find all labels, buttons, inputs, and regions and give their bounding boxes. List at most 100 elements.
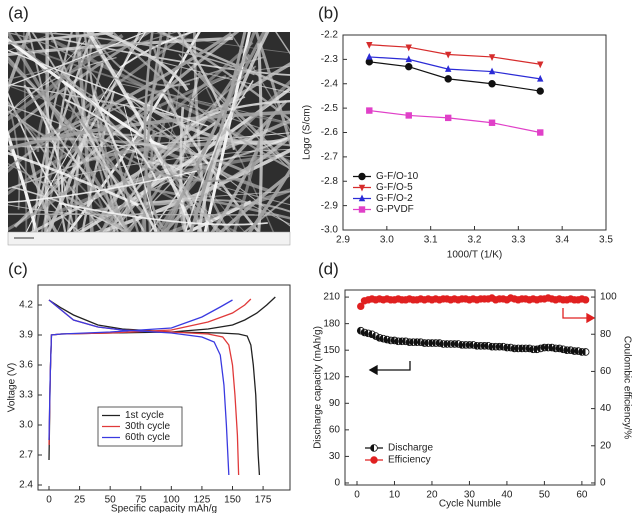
marker [537,61,544,69]
legend-label: 1st cycle [125,410,164,421]
arrow-discharge [368,361,411,376]
fiber [193,32,210,232]
y-axis-label: Logσ (S/cm) [302,105,313,160]
marker [366,52,373,60]
series-line [369,61,541,92]
fiber [8,38,167,149]
fiber [31,175,129,232]
plot-frame [37,284,291,491]
y-tick-label: -2.4 [321,78,339,89]
series-line [48,299,233,476]
legend-label: Discharge [388,443,433,454]
fiber [143,32,164,229]
x-tick-label: 100 [163,495,180,506]
marker [488,119,496,126]
fiber [145,32,290,54]
fiber [8,56,265,169]
y-tick-label: -2.8 [321,176,339,187]
series-line [48,298,252,476]
fiber [8,32,178,81]
marker [488,80,496,88]
fiber [130,99,290,227]
x-tick-label: 3.2 [468,235,482,246]
y-tick-label: -2.3 [321,54,339,65]
y-tick-label: -2.5 [321,103,339,114]
fiber [25,123,128,232]
fiber [79,120,146,232]
legend-label: G-F/O-2 [376,193,413,204]
fiber [14,32,165,232]
y-tick-label: -2.6 [321,127,339,138]
y2-axis-label: Coulombic efficiency/% [621,336,632,439]
fiber [152,47,231,232]
fiber [58,202,268,226]
y-tick-label: 210 [323,292,340,303]
legend-marker [358,172,366,181]
fiber [8,33,124,122]
fiber [184,106,234,232]
y-tick-label: 4.2 [19,300,33,311]
x-axis-label: Specific capacity mAh/g [111,504,217,513]
panel-label: (b) [318,3,339,22]
fiber [8,170,198,204]
fiber [8,100,105,232]
y-tick-label: -2.7 [321,152,339,163]
fiber [8,203,196,216]
fiber [176,32,236,151]
y2-tick-label: 100 [600,292,617,303]
y2-tick-label: 0 [600,478,606,489]
legend-label: Efficiency [388,455,431,466]
fiber [8,41,290,125]
fiber [232,138,262,232]
fiber [8,57,117,116]
y-tick-label: 90 [329,398,341,409]
fiber [197,71,290,168]
y2-tick-label: 60 [600,366,612,377]
y2-tick-label: 80 [600,329,612,340]
fiber [8,32,131,232]
marker [405,112,412,119]
fiber [26,126,239,232]
fiber [197,32,270,232]
fiber [123,104,158,232]
y2-tick-label: 40 [600,403,612,414]
fiber [8,32,107,104]
panel-label: (d) [318,259,339,278]
marker [537,129,544,136]
y-tick-label: 3.3 [19,390,33,401]
marker [366,107,373,114]
y-tick-label: 3.9 [19,330,33,341]
y-tick-label: 3.6 [19,360,33,371]
marker [445,114,452,122]
y-tick-label: 3.0 [19,420,33,431]
fiber [247,167,290,232]
x-tick-label: 3.5 [599,235,613,246]
marker [581,348,590,356]
marker [405,55,412,63]
fiber [243,194,290,232]
x-tick-label: 2.9 [336,235,350,246]
fiber [26,144,59,232]
fiber [257,43,263,232]
fiber [111,174,162,232]
y-axis-label: Discharge capacity (mAh/g) [313,326,324,449]
y-tick-label: 30 [329,451,341,462]
fiber [8,40,86,114]
y-tick-label: 180 [323,318,340,329]
fiber [23,84,129,232]
y2-tick-label: 20 [600,440,612,451]
marker [357,302,365,311]
legend-label: G-PVDF [376,204,414,215]
fiber [161,32,185,170]
y-tick-label: 0 [334,478,340,489]
panel-label: (c) [8,259,28,278]
legend-marker [358,184,366,192]
y-tick-label: 150 [323,345,340,356]
fiber [91,32,191,87]
fiber [160,61,290,94]
fiber [92,94,158,232]
x-tick-label: 3.4 [555,235,569,246]
fiber [8,145,81,232]
fiber [56,65,223,232]
fiber [46,128,90,232]
